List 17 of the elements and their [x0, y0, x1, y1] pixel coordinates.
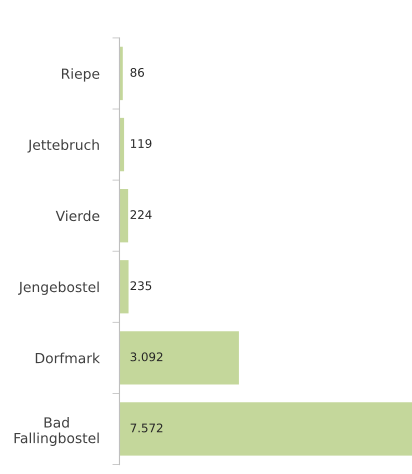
y-tick-label: Jengebostel	[18, 281, 99, 295]
data-label: 86	[130, 68, 144, 77]
data-label: 224	[130, 210, 152, 219]
bar	[119, 402, 412, 456]
bar	[119, 46, 123, 100]
data-label: 3.092	[130, 352, 162, 362]
data-label: 7.572	[130, 423, 162, 432]
y-tick-label: Bad Fallingbostel	[14, 416, 99, 446]
bar	[119, 189, 128, 242]
bar	[119, 260, 129, 314]
y-tick-label: Vierde	[56, 210, 100, 222]
data-label: 235	[130, 281, 152, 290]
y-tick-label: Dorfmark	[36, 352, 100, 364]
data-label: 119	[131, 139, 152, 148]
y-tick-label: Jettebruch	[27, 139, 99, 153]
bar	[119, 331, 239, 385]
y-tick-label: Riepe	[62, 68, 100, 82]
